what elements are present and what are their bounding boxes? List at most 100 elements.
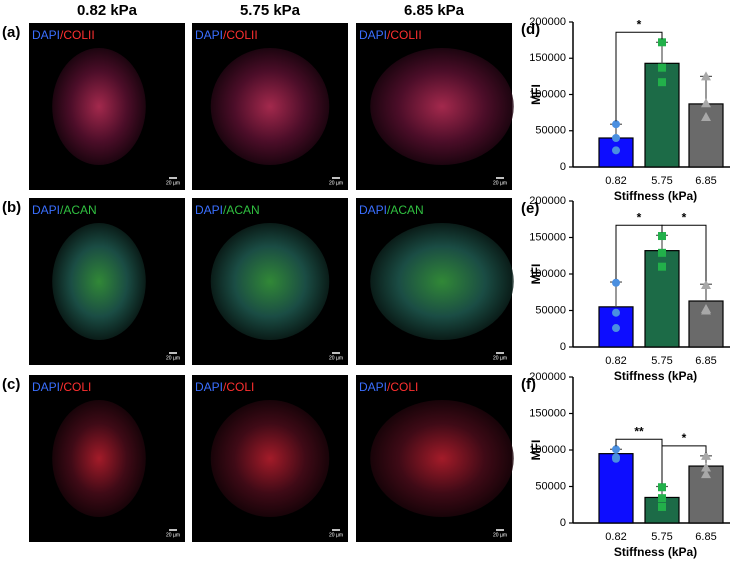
data-point xyxy=(701,279,711,289)
micrograph-tissue xyxy=(52,400,146,517)
x-tick-label: 0.82 xyxy=(605,355,626,367)
y-axis-label: MFI xyxy=(529,440,543,461)
stain-label: DAPI/ACAN xyxy=(359,203,424,217)
stain-label: DAPI/COLI xyxy=(32,380,91,394)
data-point xyxy=(612,146,620,155)
data-point xyxy=(612,454,620,463)
panel-label: (e) xyxy=(521,200,539,217)
stain-nuclear: DAPI xyxy=(195,380,223,394)
stain-label: DAPI/COLI xyxy=(359,380,418,394)
data-point xyxy=(701,111,711,121)
data-point xyxy=(612,324,620,333)
y-tick-label: 100000 xyxy=(529,444,566,456)
y-tick-label: 0 xyxy=(560,161,566,173)
data-point xyxy=(612,120,620,129)
x-axis-label: Stiffness (kPa) xyxy=(614,369,697,383)
stain-nuclear: DAPI xyxy=(195,203,223,217)
x-tick-label: 5.75 xyxy=(651,355,672,367)
x-tick-label: 5.75 xyxy=(651,531,672,543)
data-point xyxy=(658,483,666,492)
scale-bar-label: 20 µm xyxy=(493,355,507,361)
significance-bracket xyxy=(661,224,707,282)
y-tick-label: 100000 xyxy=(529,268,566,280)
y-tick-label: 150000 xyxy=(529,231,566,243)
stain-nuclear: DAPI xyxy=(32,203,60,217)
y-tick-label: 100000 xyxy=(529,88,566,100)
x-tick-label: 5.75 xyxy=(651,175,672,187)
panel-label: (c) xyxy=(2,376,20,393)
micrograph-tissue xyxy=(370,400,514,517)
bar xyxy=(598,453,634,524)
stain-label: DAPI/COLII xyxy=(195,28,258,42)
stain-marker: /ACAN xyxy=(387,203,424,217)
stain-label: DAPI/COLII xyxy=(32,28,95,42)
data-point xyxy=(658,38,666,47)
data-point xyxy=(658,78,666,87)
x-tick-label: 6.85 xyxy=(695,531,716,543)
data-point xyxy=(701,462,711,472)
data-point xyxy=(701,98,711,108)
stain-marker: /COLII xyxy=(223,28,258,42)
scale-bar-label: 20 µm xyxy=(166,532,180,538)
stain-nuclear: DAPI xyxy=(359,380,387,394)
y-axis-label: MFI xyxy=(529,84,543,105)
data-point xyxy=(612,278,620,287)
column-header: 0.82 kPa xyxy=(77,2,138,19)
y-tick-label: 50000 xyxy=(535,304,566,316)
stain-marker: /COLII xyxy=(60,28,95,42)
x-tick-label: 6.85 xyxy=(695,175,716,187)
stain-marker: /COLI xyxy=(60,380,91,394)
y-tick-label: 0 xyxy=(560,341,566,353)
y-tick-label: 150000 xyxy=(529,52,566,64)
column-header: 6.85 kPa xyxy=(404,2,465,19)
stain-nuclear: DAPI xyxy=(195,28,223,42)
panel-label: (f) xyxy=(521,376,536,393)
bar xyxy=(688,300,724,348)
micrograph-tissue xyxy=(370,223,514,340)
data-point xyxy=(658,232,666,241)
data-point xyxy=(658,248,666,257)
y-tick-label: 50000 xyxy=(535,125,566,137)
stain-label: DAPI/COLI xyxy=(195,380,254,394)
panel-label: (a) xyxy=(2,24,20,41)
micrograph-tissue xyxy=(210,48,330,165)
stain-label: DAPI/COLII xyxy=(359,28,422,42)
y-tick-label: 200000 xyxy=(529,371,566,383)
scale-bar-label: 20 µm xyxy=(166,355,180,361)
stain-marker: /ACAN xyxy=(223,203,260,217)
scale-bar-label: 20 µm xyxy=(329,532,343,538)
data-point xyxy=(658,494,666,503)
stain-nuclear: DAPI xyxy=(32,28,60,42)
significance-label: * xyxy=(682,210,687,224)
x-axis-label: Stiffness (kPa) xyxy=(614,545,697,559)
stain-nuclear: DAPI xyxy=(359,28,387,42)
stain-marker: /ACAN xyxy=(60,203,97,217)
panel-label: (d) xyxy=(521,21,540,38)
data-point xyxy=(612,134,620,142)
stain-nuclear: DAPI xyxy=(359,203,387,217)
y-tick-label: 200000 xyxy=(529,195,566,207)
significance-label: * xyxy=(682,431,687,445)
stain-marker: /COLI xyxy=(223,380,254,394)
data-point xyxy=(658,262,666,271)
significance-label: * xyxy=(637,210,642,224)
y-tick-label: 50000 xyxy=(535,480,566,492)
micrograph-tissue xyxy=(370,48,514,165)
data-point xyxy=(701,469,711,479)
micrograph-tissue xyxy=(52,48,146,165)
y-axis-label: MFI xyxy=(529,264,543,285)
stain-nuclear: DAPI xyxy=(32,380,60,394)
significance-label: * xyxy=(637,17,642,31)
scale-bar-label: 20 µm xyxy=(329,180,343,186)
stain-label: DAPI/ACAN xyxy=(32,203,97,217)
data-point xyxy=(612,308,620,317)
scale-bar-label: 20 µm xyxy=(493,532,507,538)
micrograph-tissue xyxy=(210,400,330,517)
micrograph-tissue xyxy=(210,223,330,340)
y-tick-label: 200000 xyxy=(529,16,566,28)
data-point xyxy=(612,445,620,454)
panel-label: (b) xyxy=(2,199,21,216)
significance-label: ** xyxy=(634,424,644,438)
stain-marker: /COLII xyxy=(387,28,422,42)
